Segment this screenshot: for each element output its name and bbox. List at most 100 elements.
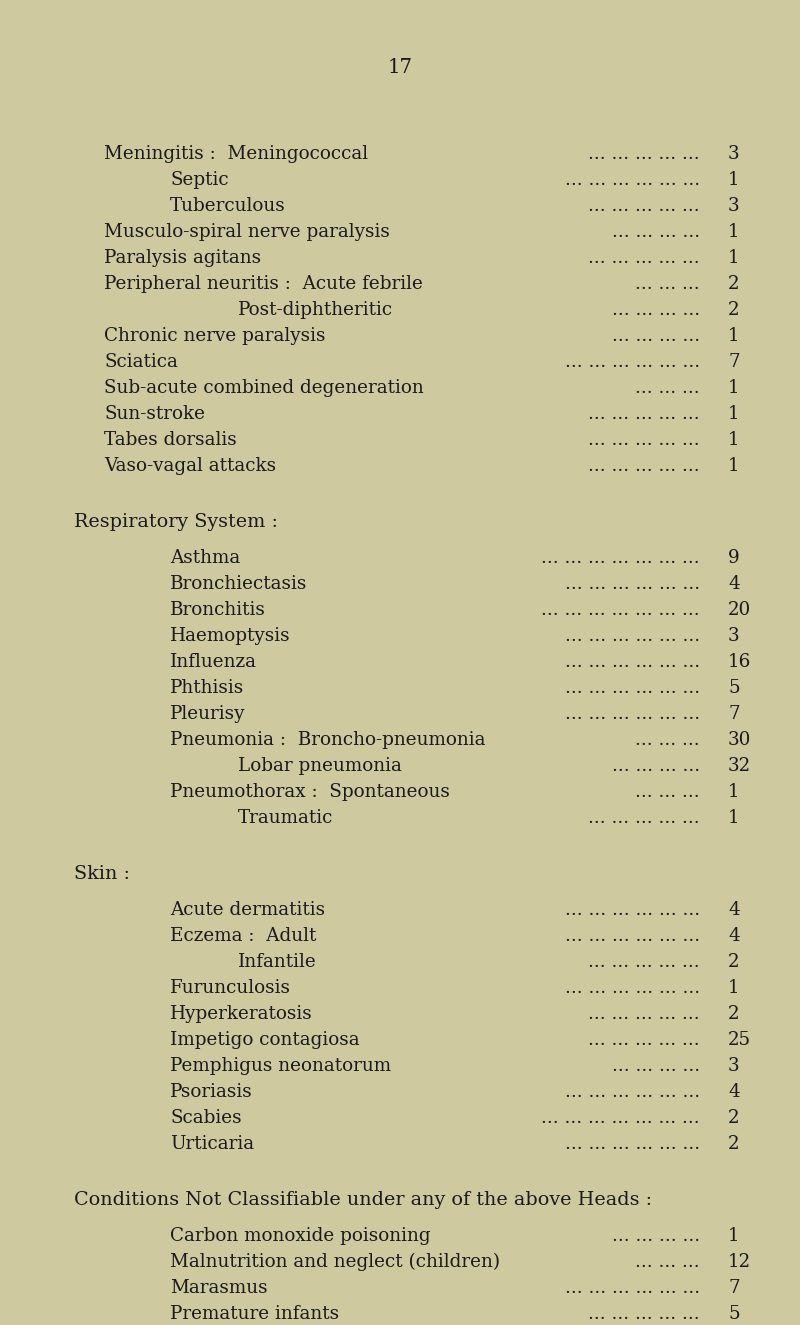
Text: Haemoptysis: Haemoptysis: [170, 627, 290, 645]
Text: Bronchiectasis: Bronchiectasis: [170, 575, 307, 594]
Text: 7: 7: [728, 705, 740, 723]
Text: Chronic nerve paralysis: Chronic nerve paralysis: [104, 327, 326, 344]
Text: 1: 1: [728, 1227, 740, 1246]
Text: 1: 1: [728, 223, 740, 241]
Text: ... ... ... ... ...: ... ... ... ... ...: [588, 405, 700, 423]
Text: 1: 1: [728, 431, 740, 449]
Text: ... ... ... ... ...: ... ... ... ... ...: [588, 197, 700, 215]
Text: ... ... ... ...: ... ... ... ...: [612, 1227, 700, 1246]
Text: 4: 4: [728, 901, 740, 920]
Text: 2: 2: [728, 276, 739, 293]
Text: 2: 2: [728, 953, 739, 971]
Text: ... ... ... ... ...: ... ... ... ... ...: [588, 457, 700, 474]
Text: Phthisis: Phthisis: [170, 678, 244, 697]
Text: ... ... ... ... ...: ... ... ... ... ...: [588, 1305, 700, 1322]
Text: Furunculosis: Furunculosis: [170, 979, 291, 996]
Text: Psoriasis: Psoriasis: [170, 1083, 253, 1101]
Text: Carbon monoxide poisoning: Carbon monoxide poisoning: [170, 1227, 430, 1246]
Text: Sub-acute combined degeneration: Sub-acute combined degeneration: [104, 379, 424, 398]
Text: Asthma: Asthma: [170, 549, 240, 567]
Text: ... ... ... ... ... ... ...: ... ... ... ... ... ... ...: [542, 1109, 700, 1128]
Text: ... ... ... ...: ... ... ... ...: [612, 757, 700, 775]
Text: ... ... ... ... ... ...: ... ... ... ... ... ...: [565, 575, 700, 594]
Text: ... ... ...: ... ... ...: [635, 379, 700, 398]
Text: ... ... ... ... ... ...: ... ... ... ... ... ...: [565, 352, 700, 371]
Text: 1: 1: [728, 783, 740, 802]
Text: ... ... ... ... ... ...: ... ... ... ... ... ...: [565, 171, 700, 189]
Text: ... ... ... ... ...: ... ... ... ... ...: [588, 1031, 700, 1049]
Text: 1: 1: [728, 379, 740, 398]
Text: ... ... ... ... ... ...: ... ... ... ... ... ...: [565, 1136, 700, 1153]
Text: 2: 2: [728, 1109, 739, 1128]
Text: Marasmus: Marasmus: [170, 1279, 268, 1297]
Text: 4: 4: [728, 575, 740, 594]
Text: Skin :: Skin :: [74, 865, 130, 882]
Text: 30: 30: [728, 731, 751, 749]
Text: 12: 12: [728, 1253, 751, 1271]
Text: Malnutrition and neglect (children): Malnutrition and neglect (children): [170, 1253, 500, 1271]
Text: 1: 1: [728, 810, 740, 827]
Text: 1: 1: [728, 327, 740, 344]
Text: 1: 1: [728, 979, 740, 996]
Text: Tuberculous: Tuberculous: [170, 197, 286, 215]
Text: 3: 3: [728, 144, 740, 163]
Text: Pneumonia :  Broncho-pneumonia: Pneumonia : Broncho-pneumonia: [170, 731, 486, 749]
Text: 1: 1: [728, 249, 740, 268]
Text: 3: 3: [728, 627, 740, 645]
Text: Traumatic: Traumatic: [238, 810, 334, 827]
Text: 7: 7: [728, 352, 740, 371]
Text: ... ... ... ...: ... ... ... ...: [612, 1057, 700, 1075]
Text: Pneumothorax :  Spontaneous: Pneumothorax : Spontaneous: [170, 783, 450, 802]
Text: Tabes dorsalis: Tabes dorsalis: [104, 431, 237, 449]
Text: 1: 1: [728, 171, 740, 189]
Text: 3: 3: [728, 197, 740, 215]
Text: ... ... ... ... ... ... ...: ... ... ... ... ... ... ...: [542, 549, 700, 567]
Text: Lobar pneumonia: Lobar pneumonia: [238, 757, 402, 775]
Text: 3: 3: [728, 1057, 740, 1075]
Text: 20: 20: [728, 602, 751, 619]
Text: ... ... ... ...: ... ... ... ...: [612, 223, 700, 241]
Text: 32: 32: [728, 757, 751, 775]
Text: ... ... ... ... ...: ... ... ... ... ...: [588, 810, 700, 827]
Text: 1: 1: [728, 405, 740, 423]
Text: Bronchitis: Bronchitis: [170, 602, 266, 619]
Text: Premature infants: Premature infants: [170, 1305, 339, 1322]
Text: Hyperkeratosis: Hyperkeratosis: [170, 1004, 313, 1023]
Text: 9: 9: [728, 549, 740, 567]
Text: ... ... ... ... ...: ... ... ... ... ...: [588, 953, 700, 971]
Text: 4: 4: [728, 1083, 740, 1101]
Text: Infantile: Infantile: [238, 953, 317, 971]
Text: ... ... ...: ... ... ...: [635, 731, 700, 749]
Text: ... ... ... ... ... ... ...: ... ... ... ... ... ... ...: [542, 602, 700, 619]
Text: ... ... ... ... ...: ... ... ... ... ...: [588, 144, 700, 163]
Text: ... ... ... ... ...: ... ... ... ... ...: [588, 1004, 700, 1023]
Text: Pemphigus neonatorum: Pemphigus neonatorum: [170, 1057, 391, 1075]
Text: 4: 4: [728, 927, 740, 945]
Text: ... ... ... ... ... ...: ... ... ... ... ... ...: [565, 705, 700, 723]
Text: Respiratory System :: Respiratory System :: [74, 513, 278, 531]
Text: ... ... ... ... ... ...: ... ... ... ... ... ...: [565, 678, 700, 697]
Text: Septic: Septic: [170, 171, 229, 189]
Text: Peripheral neuritis :  Acute febrile: Peripheral neuritis : Acute febrile: [104, 276, 423, 293]
Text: Impetigo contagiosa: Impetigo contagiosa: [170, 1031, 360, 1049]
Text: ... ... ... ...: ... ... ... ...: [612, 301, 700, 319]
Text: ... ... ...: ... ... ...: [635, 276, 700, 293]
Text: Paralysis agitans: Paralysis agitans: [104, 249, 261, 268]
Text: ... ... ... ... ... ...: ... ... ... ... ... ...: [565, 901, 700, 920]
Text: 2: 2: [728, 301, 739, 319]
Text: Influenza: Influenza: [170, 653, 257, 670]
Text: Vaso-vagal attacks: Vaso-vagal attacks: [104, 457, 276, 474]
Text: ... ... ...: ... ... ...: [635, 783, 700, 802]
Text: Meningitis :  Meningococcal: Meningitis : Meningococcal: [104, 144, 368, 163]
Text: 2: 2: [728, 1004, 739, 1023]
Text: Acute dermatitis: Acute dermatitis: [170, 901, 325, 920]
Text: ... ... ... ... ... ...: ... ... ... ... ... ...: [565, 653, 700, 670]
Text: 5: 5: [728, 678, 740, 697]
Text: Musculo-spiral nerve paralysis: Musculo-spiral nerve paralysis: [104, 223, 390, 241]
Text: Post-diphtheritic: Post-diphtheritic: [238, 301, 393, 319]
Text: Conditions Not Classifiable under any of the above Heads :: Conditions Not Classifiable under any of…: [74, 1191, 652, 1208]
Text: ... ... ...: ... ... ...: [635, 1253, 700, 1271]
Text: Eczema :  Adult: Eczema : Adult: [170, 927, 316, 945]
Text: ... ... ... ...: ... ... ... ...: [612, 327, 700, 344]
Text: ... ... ... ... ... ...: ... ... ... ... ... ...: [565, 1083, 700, 1101]
